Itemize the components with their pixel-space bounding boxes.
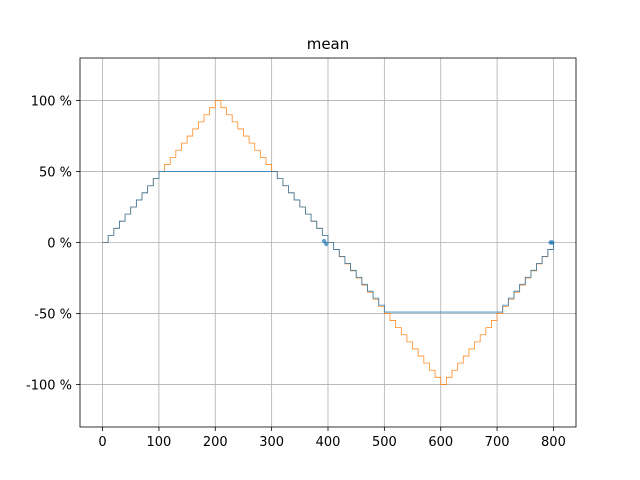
- x-tick-label: 500: [372, 435, 397, 450]
- x-tick-label: 600: [428, 435, 453, 450]
- series-line-2: [102, 171, 554, 313]
- series-layer: [102, 100, 555, 385]
- y-tick-label: -100 %: [26, 378, 72, 393]
- x-axis: 0 100 200 300 400 500 600 700 800: [98, 427, 566, 450]
- x-tick-label: 300: [259, 435, 284, 450]
- marker-point: [324, 241, 329, 247]
- x-tick-label: 400: [316, 435, 341, 450]
- x-tick-label: 200: [203, 435, 228, 450]
- marker-point: [550, 240, 555, 245]
- x-tick-label: 0: [98, 435, 106, 450]
- y-axis: 100 % 50 % 0 % -50 % -100 %: [26, 95, 80, 393]
- y-tick-label: 100 %: [31, 95, 72, 110]
- y-tick-label: -50 %: [34, 307, 72, 322]
- y-tick-label: 50 %: [39, 166, 72, 181]
- y-tick-label: 0 %: [47, 237, 72, 252]
- x-tick-label: 800: [541, 435, 566, 450]
- x-tick-label: 700: [485, 435, 510, 450]
- chart-title: mean: [307, 35, 350, 53]
- x-tick-label: 100: [146, 435, 171, 450]
